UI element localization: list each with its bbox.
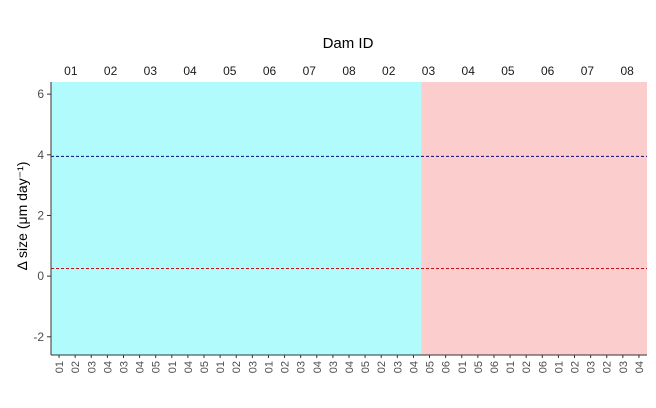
top-facet-label: 05 xyxy=(223,64,237,78)
x-tick-label: 05 xyxy=(425,361,437,373)
x-tick-label: 03 xyxy=(118,361,130,373)
top-facet-label: 07 xyxy=(581,64,595,78)
x-tick-label: 06 xyxy=(441,361,453,373)
x-tick-label: 01 xyxy=(457,361,469,373)
chart-title: Dam ID xyxy=(323,35,374,52)
x-tick-label: 02 xyxy=(602,361,614,373)
top-facet-label: 03 xyxy=(422,64,436,78)
x-tick-label: 01 xyxy=(505,361,517,373)
top-facet-label: 08 xyxy=(342,64,356,78)
x-tick-label: 04 xyxy=(344,361,356,373)
top-facet-label: 04 xyxy=(462,64,476,78)
x-tick-label: 03 xyxy=(247,361,259,373)
x-tick-label: 01 xyxy=(553,361,565,373)
x-tick-label: 03 xyxy=(586,361,598,373)
x-tick-label: 05 xyxy=(360,361,372,373)
x-tick-label: 05 xyxy=(473,361,485,373)
panel-right xyxy=(421,82,647,355)
x-tick-label: 03 xyxy=(392,361,404,373)
top-facet-label: 03 xyxy=(144,64,158,78)
y-tick-label: 4 xyxy=(37,148,44,162)
x-tick-label: 04 xyxy=(183,361,195,373)
x-tick-label: 06 xyxy=(537,361,549,373)
x-tick-label: 05 xyxy=(199,361,211,373)
x-tick-label: 01 xyxy=(215,361,227,373)
x-tick-label: 03 xyxy=(328,361,340,373)
x-tick-label: 01 xyxy=(167,361,179,373)
x-tick-label: 02 xyxy=(70,361,82,373)
x-tick-label: 01 xyxy=(54,361,66,373)
top-facet-label: 06 xyxy=(541,64,555,78)
x-tick-label: 04 xyxy=(102,361,114,373)
top-facet-label: 02 xyxy=(104,64,118,78)
y-tick-label: 0 xyxy=(37,269,44,283)
x-tick-label: 01 xyxy=(263,361,275,373)
x-tick-label: 02 xyxy=(231,361,243,373)
x-tick-label: 04 xyxy=(408,361,420,373)
x-tick-label: 04 xyxy=(312,361,324,373)
y-tick-label: 2 xyxy=(37,208,44,222)
x-tick-label: 02 xyxy=(570,361,582,373)
x-tick-label: 03 xyxy=(296,361,308,373)
x-tick-label: 05 xyxy=(151,361,163,373)
top-facet-label: 08 xyxy=(620,64,634,78)
x-tick-label: 06 xyxy=(489,361,501,373)
top-facet-label: 05 xyxy=(501,64,515,78)
x-tick-label: 03 xyxy=(618,361,630,373)
top-facet-label: 06 xyxy=(263,64,277,78)
x-tick-label: 02 xyxy=(376,361,388,373)
x-tick-label: 04 xyxy=(634,361,646,373)
y-tick-label: 6 xyxy=(37,87,44,101)
x-tick-label: 02 xyxy=(280,361,292,373)
x-tick-label: 03 xyxy=(86,361,98,373)
y-tick-label: -2 xyxy=(33,330,44,344)
y-axis-label: Δ size (μm day⁻¹) xyxy=(14,162,30,271)
panel-left xyxy=(51,82,422,355)
x-tick-label: 04 xyxy=(135,361,147,373)
top-facet-label: 04 xyxy=(183,64,197,78)
top-facet-label: 02 xyxy=(382,64,396,78)
x-tick-label: 02 xyxy=(521,361,533,373)
top-facet-label: 01 xyxy=(64,64,78,78)
top-facet-label: 07 xyxy=(303,64,317,78)
